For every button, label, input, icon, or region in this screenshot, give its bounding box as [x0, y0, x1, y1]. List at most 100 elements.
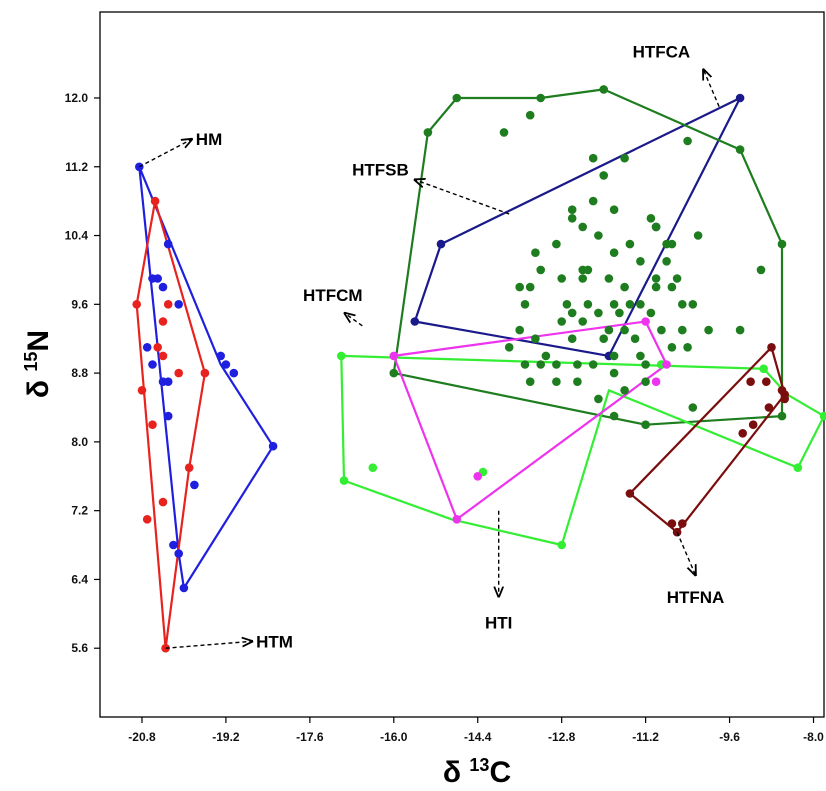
point-htfsb — [567, 334, 577, 344]
hull-htfsb — [392, 88, 784, 426]
point-htfca — [436, 239, 446, 249]
point-htfna — [767, 343, 776, 352]
y-tick-label: 12.0 — [65, 91, 89, 105]
point-htfsb — [667, 282, 677, 292]
x-tick-label: -11.2 — [632, 730, 659, 744]
point-htm — [158, 351, 168, 361]
point-htfsb — [609, 300, 619, 309]
point-hm — [148, 274, 157, 283]
point-htfsb — [756, 265, 766, 275]
point-htfsb — [777, 411, 787, 421]
annotation-label-hm: HM — [196, 130, 222, 149]
x-tick-label: -12.8 — [548, 730, 576, 744]
point-htfsb — [520, 300, 530, 309]
point-htfsb — [651, 222, 661, 232]
point-htfsb — [657, 325, 666, 335]
point-htfsb — [641, 377, 650, 387]
point-htfsb — [620, 153, 629, 163]
point-htfsb — [662, 257, 671, 266]
point-htm — [174, 368, 183, 378]
point-htfsb — [573, 377, 582, 387]
point-htm — [184, 463, 194, 473]
point-htfna — [780, 394, 789, 404]
point-htfsb — [562, 300, 572, 309]
point-htfsb — [552, 360, 561, 369]
point-htm — [158, 317, 168, 326]
point-htfsb — [594, 308, 603, 318]
point-htfsb — [636, 300, 645, 309]
point-hm — [163, 239, 173, 249]
point-htfna — [777, 386, 787, 395]
point-htfsb — [609, 411, 619, 421]
annotation-label-htfcm: HTFCM — [303, 286, 362, 305]
annotation-label-htfca: HTFCA — [633, 43, 691, 62]
x-tick-label: -17.6 — [296, 730, 324, 744]
point-htfsb — [578, 222, 587, 232]
point-hm — [158, 282, 168, 292]
annotation-arrow-htfca — [703, 70, 720, 107]
y-tick-label: 11.2 — [65, 160, 88, 174]
point-htfsb — [636, 351, 645, 361]
annotation-arrow-htfsb — [415, 180, 510, 215]
annotation-label-htm: HTM — [256, 632, 293, 651]
point-htfsb — [683, 343, 692, 352]
y-axis-title: δ 15N — [21, 330, 55, 398]
point-htfsb — [667, 343, 677, 352]
point-htfna — [746, 377, 755, 387]
point-htfsb — [567, 214, 577, 223]
point-hm — [179, 583, 189, 593]
point-htm — [137, 386, 147, 395]
x-axis-title-symbol: δ — [443, 756, 470, 789]
point-htfsb — [588, 196, 598, 206]
point-htfsb — [531, 334, 540, 344]
point-htfsb — [683, 136, 692, 146]
axis-ticks: -20.8 -19.2 -17.6 -16.0 -14.4 -12.8 -11.2 -9.6 -… — [65, 91, 825, 744]
point-htfsb — [667, 239, 677, 249]
point-htfsb — [678, 300, 687, 309]
point-hti — [473, 472, 483, 481]
point-htfsb — [552, 377, 561, 387]
point-htfsb — [609, 351, 619, 361]
point-hm — [229, 368, 239, 378]
point-htfsb — [630, 334, 640, 344]
x-tick-label: -14.4 — [464, 730, 492, 744]
point-hti — [641, 317, 650, 326]
y-tick-label: 7.2 — [71, 504, 88, 518]
point-htfsb — [672, 274, 682, 283]
annotation-arrow-htfcm — [345, 313, 363, 327]
point-htfsb — [688, 403, 698, 412]
x-axis-title-sup: 13 — [469, 755, 489, 775]
point-htfsb — [578, 317, 587, 326]
point-htfsb — [704, 325, 713, 335]
point-htfna — [625, 489, 635, 498]
hull-polygons — [135, 88, 826, 650]
point-htfsb — [515, 282, 524, 292]
point-htm — [200, 368, 210, 378]
point-htfsb — [525, 110, 535, 120]
point-htfsb — [588, 153, 598, 163]
point-hm — [174, 549, 183, 558]
point-hm — [174, 300, 183, 309]
point-htfsb — [578, 274, 587, 283]
annotations: HM HTM HTFCA HTFSB HTFCM HTI HTFNA — [138, 43, 724, 651]
point-htfcm — [368, 463, 378, 473]
point-htm — [150, 196, 160, 206]
point-htfcm — [819, 411, 826, 421]
point-htfsb — [557, 317, 566, 326]
point-htfsb — [625, 239, 635, 249]
point-htfsb — [641, 420, 650, 430]
point-hm — [142, 343, 152, 352]
y-axis-title-symbol: δ — [22, 372, 55, 399]
point-htfsb — [552, 239, 561, 249]
point-htm — [132, 300, 141, 309]
point-htfna — [738, 429, 747, 438]
annotation-arrow-htfna — [676, 531, 695, 575]
point-htfsb — [651, 282, 661, 292]
point-htfsb — [777, 239, 787, 249]
x-tick-label: -16.0 — [380, 730, 408, 744]
point-htfsb — [594, 394, 603, 404]
point-htfsb — [389, 368, 399, 378]
point-htfsb — [604, 274, 614, 283]
point-htfsb — [567, 308, 577, 318]
point-htfca — [735, 93, 745, 103]
